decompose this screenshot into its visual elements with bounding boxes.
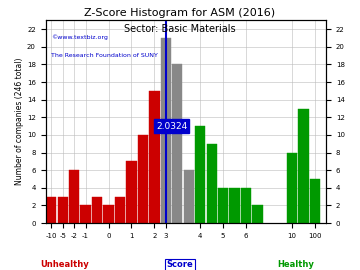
Text: Score: Score bbox=[167, 260, 193, 269]
Bar bbox=[229, 188, 240, 223]
Text: Z-Score Histogram for ASM (2016): Z-Score Histogram for ASM (2016) bbox=[85, 8, 275, 18]
Bar bbox=[184, 170, 194, 223]
Bar bbox=[58, 197, 68, 223]
Text: ©www.textbiz.org: ©www.textbiz.org bbox=[51, 35, 108, 40]
Text: Sector: Basic Materials: Sector: Basic Materials bbox=[124, 24, 236, 34]
Y-axis label: Number of companies (246 total): Number of companies (246 total) bbox=[15, 58, 24, 185]
Bar bbox=[241, 188, 251, 223]
Bar bbox=[195, 126, 205, 223]
Bar bbox=[126, 161, 136, 223]
Text: Unhealthy: Unhealthy bbox=[40, 260, 89, 269]
Bar bbox=[46, 197, 57, 223]
Bar bbox=[103, 205, 114, 223]
Bar bbox=[161, 38, 171, 223]
Text: 2.0324: 2.0324 bbox=[156, 122, 187, 131]
Bar bbox=[69, 170, 79, 223]
Bar bbox=[207, 144, 217, 223]
Bar bbox=[310, 179, 320, 223]
Bar bbox=[115, 197, 125, 223]
Text: Healthy: Healthy bbox=[277, 260, 314, 269]
Bar bbox=[287, 153, 297, 223]
Bar bbox=[298, 109, 309, 223]
Bar bbox=[80, 205, 91, 223]
Text: The Research Foundation of SUNY: The Research Foundation of SUNY bbox=[51, 53, 158, 58]
Bar bbox=[252, 205, 263, 223]
Bar bbox=[92, 197, 102, 223]
Bar bbox=[172, 65, 183, 223]
Bar bbox=[149, 91, 159, 223]
Bar bbox=[218, 188, 228, 223]
Bar bbox=[138, 135, 148, 223]
